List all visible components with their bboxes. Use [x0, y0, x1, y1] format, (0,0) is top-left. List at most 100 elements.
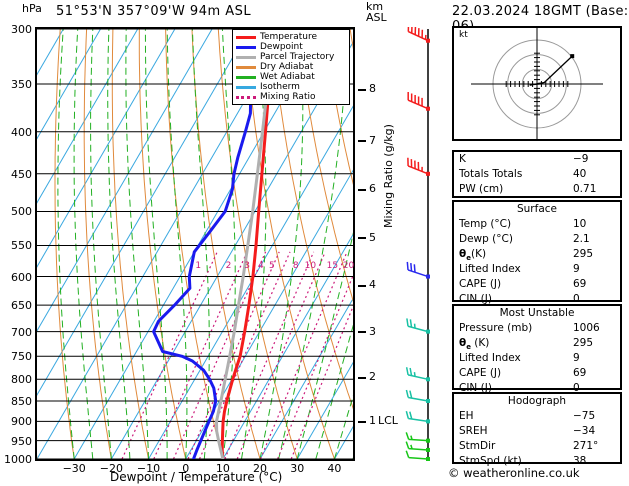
altitude-tick-mark-1 [358, 420, 366, 423]
row-label: SREH [459, 425, 488, 437]
pressure-tick-300: 300 [11, 23, 32, 36]
table-row: StmDir 271° [454, 439, 620, 454]
wind-barb-canvas [405, 23, 430, 461]
legend-swatch-icon [236, 75, 256, 79]
row-value: 0 [573, 382, 580, 394]
legend-label: Parcel Trajectory [260, 52, 335, 62]
legend-swatch-icon [236, 45, 256, 49]
row-label: Lifted Index [459, 352, 521, 364]
altitude-tick-4: 4 [369, 278, 376, 292]
pressure-tick-350: 350 [11, 78, 32, 92]
altitude-tick-mark-2 [358, 376, 366, 379]
wind-barb [407, 91, 430, 111]
wind-barb [405, 450, 430, 461]
mixing-ratio-label-1: 1 [195, 261, 202, 271]
wind-barb [406, 261, 430, 279]
row-value: 69 [573, 367, 587, 379]
row-label: θe(K) [459, 248, 487, 263]
temp-tick-40: 40 [327, 462, 342, 475]
pressure-tick-950: 950 [11, 434, 32, 448]
table-row: Lifted Index 9 [454, 351, 620, 366]
table-row: SREH −34 [454, 424, 620, 439]
altitude-unit-line2: ASL [366, 11, 387, 24]
wind-barb [405, 367, 430, 382]
mixing-ratio-label-4: 4 [258, 261, 264, 271]
row-value: 0.71 [573, 183, 597, 195]
x-axis-title: Dewpoint / Temperature (°C) [110, 470, 283, 484]
row-value: 9 [573, 263, 580, 275]
legend-label: Dewpoint [260, 42, 303, 52]
row-label: CIN (J) [459, 293, 492, 305]
mixing-ratio-label-10: 10 [304, 261, 317, 271]
legend-item-dry-adiabat: Dry Adiabat [236, 62, 346, 72]
table-row: K −9 [454, 152, 620, 167]
table-row: Temp (°C) 10 [454, 217, 620, 232]
general-indices-table: K −9 Totals Totals 40 PW (cm) 0.71 [452, 150, 622, 198]
table-row: θe (K) 295 [454, 336, 620, 351]
row-label: StmSpd (kt) [459, 455, 522, 467]
table-row: CAPE (J) 69 [454, 277, 620, 292]
legend-label: Wet Adiabat [260, 72, 315, 82]
altitude-tick-mark-3 [358, 331, 366, 334]
legend-swatch-icon [236, 35, 256, 39]
legend: Temperature Dewpoint Parcel Trajectory Dry … [232, 29, 350, 105]
row-label: Pressure (mb) [459, 322, 533, 334]
hodograph-stats-table: Hodograph EH −75 SREH −34 StmDir 271° StmSpd (k… [452, 392, 622, 467]
altitude-tick-7: 7 [369, 133, 376, 147]
mixing-ratio-label-2: 2 [225, 261, 232, 271]
pressure-tick-1000: 1000 [4, 453, 32, 466]
row-value: 9 [573, 352, 580, 364]
mixing-ratio-label-5: 5 [268, 261, 275, 271]
legend-label: Isotherm [260, 82, 300, 92]
mixing-ratio-label-8: 8 [292, 261, 299, 271]
legend-item-mixing-ratio: Mixing Ratio [236, 92, 346, 102]
row-label: CAPE (J) [459, 278, 502, 290]
row-value: −34 [573, 425, 596, 437]
table-row: Pressure (mb) 1006 [454, 321, 620, 336]
row-value: 0 [573, 293, 580, 305]
legend-swatch-icon [236, 55, 256, 59]
pressure-tick-850: 850 [11, 394, 32, 408]
surface-parcel-table: Surface Temp (°C) 10 Dewp (°C) 2.1 θe(K) 295 Li… [452, 200, 622, 305]
row-value: 295 [573, 337, 594, 349]
row-label: Lifted Index [459, 263, 521, 275]
table-title: Most Unstable [499, 307, 575, 319]
row-label: EH [459, 410, 474, 422]
pressure-tick-650: 650 [11, 299, 32, 313]
row-label: θe (K) [459, 337, 490, 352]
lcl-label: LCL [378, 414, 398, 428]
row-value: 271° [573, 440, 599, 452]
legend-swatch-icon [236, 95, 256, 99]
hodograph-unit-label: kt [459, 30, 468, 40]
table-row: Dewp (°C) 2.1 [454, 232, 620, 247]
legend-label: Dry Adiabat [260, 62, 314, 72]
wind-barb [405, 410, 430, 424]
legend-item-dewpoint: Dewpoint [236, 42, 346, 52]
station-title: 51°53'N 357°09'W 94m ASL [56, 4, 252, 19]
altitude-tick-mark-8 [358, 88, 366, 91]
row-label: PW (cm) [459, 183, 504, 195]
mixing-ratio-label-15: 15 [326, 261, 339, 271]
temp-tick-10: 10 [215, 462, 230, 475]
temp-tick--10: −10 [136, 462, 161, 475]
hodograph: kt [452, 26, 622, 141]
table-row: Lifted Index 9 [454, 262, 620, 277]
pressure-tick-600: 600 [11, 270, 32, 284]
altitude-tick-8: 8 [369, 82, 376, 96]
pressure-tick-550: 550 [11, 239, 32, 253]
wind-barb [405, 389, 430, 403]
altitude-tick-2: 2 [369, 370, 376, 384]
altitude-tick-mark-4 [358, 284, 366, 287]
table-row: EH −75 [454, 409, 620, 424]
pressure-tick-750: 750 [11, 350, 32, 364]
temp-tick-0: 0 [182, 462, 190, 475]
row-value: 295 [573, 248, 594, 260]
wind-barb [407, 157, 430, 176]
altitude-tick-3: 3 [369, 324, 376, 338]
wind-barb [406, 318, 430, 334]
wind-barb [405, 432, 430, 443]
table-row: CAPE (J) 69 [454, 366, 620, 381]
row-label: CIN (J) [459, 382, 492, 394]
temp-tick-20: 20 [253, 462, 268, 475]
row-value: 38 [573, 455, 587, 467]
